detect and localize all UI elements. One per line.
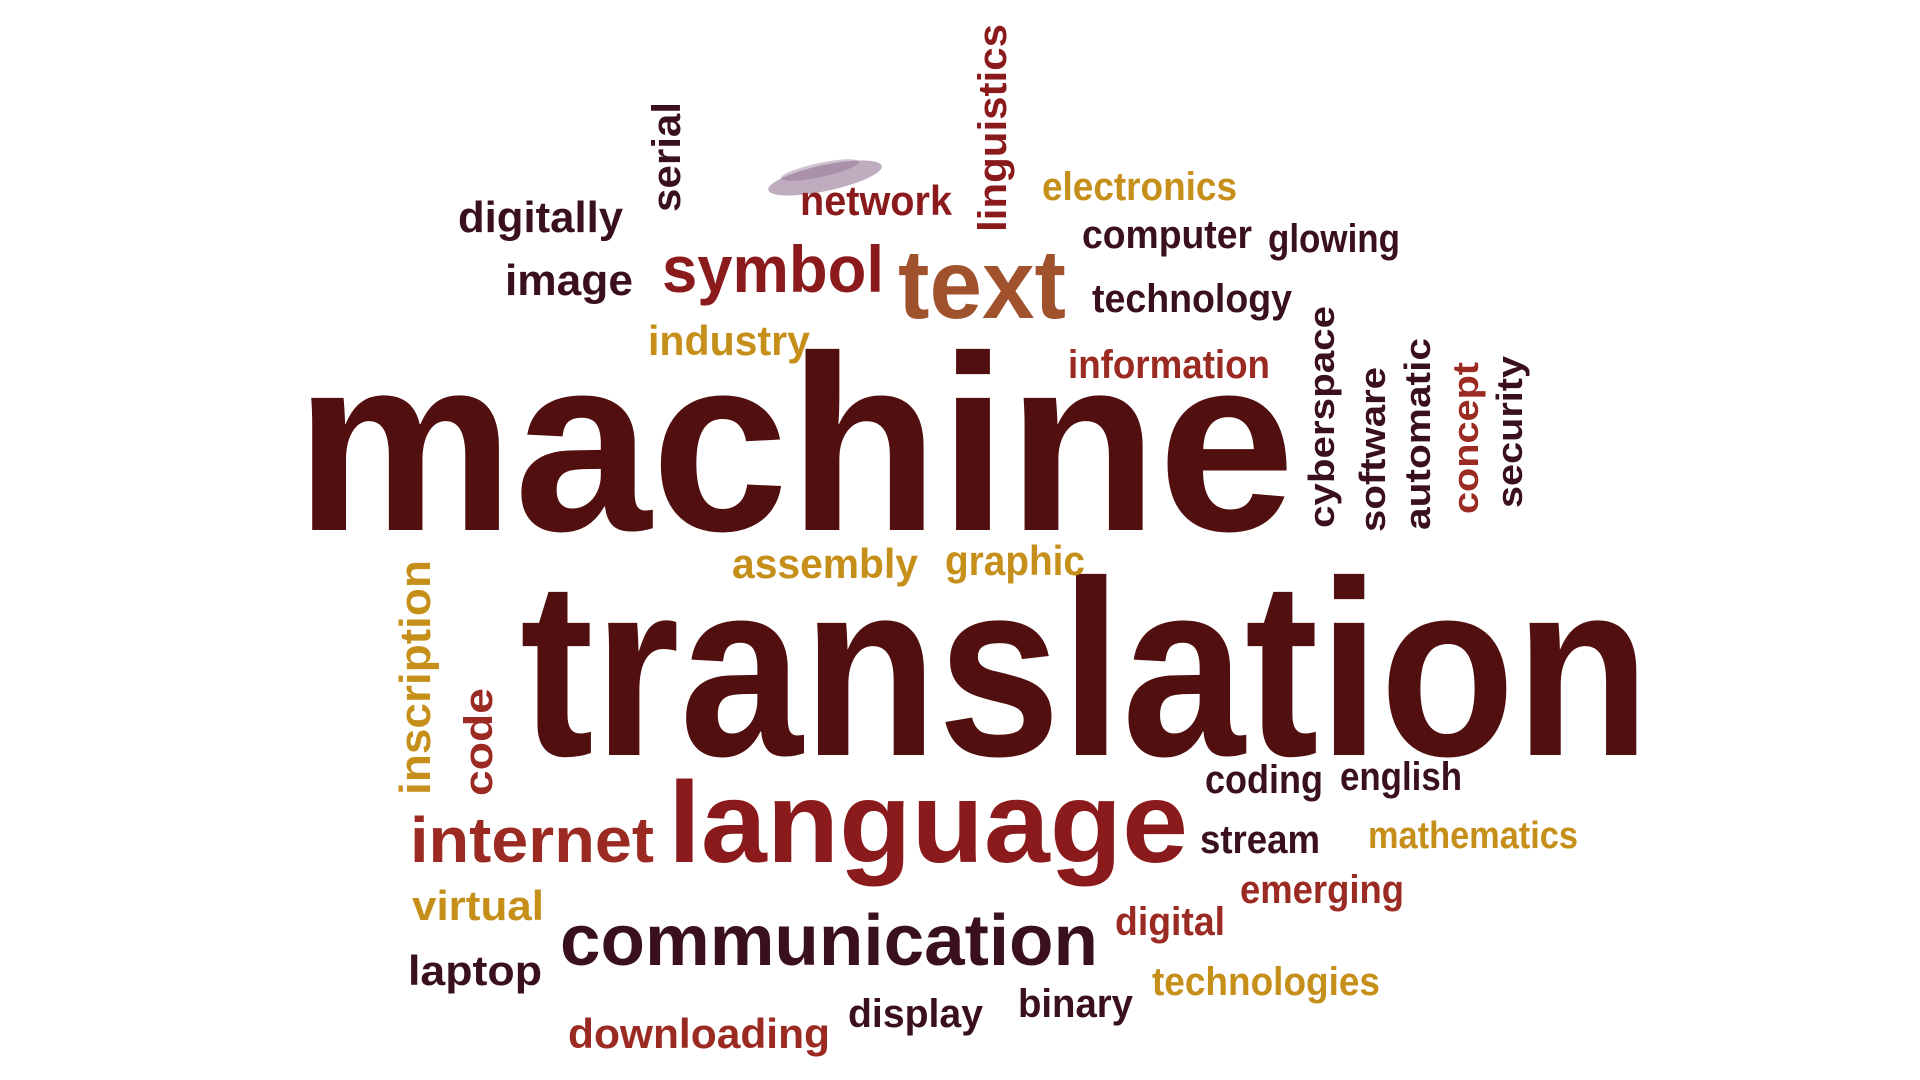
word-machine: machine bbox=[295, 304, 1295, 583]
word-emerging: emerging bbox=[1240, 868, 1404, 912]
word-cyberspace: cyberspace bbox=[1301, 306, 1342, 528]
word-information: information bbox=[1068, 343, 1270, 387]
word-mathematics: mathematics bbox=[1368, 815, 1578, 857]
word-communication: communication bbox=[560, 901, 1098, 981]
word-coding: coding bbox=[1205, 758, 1323, 802]
word-serial: serial bbox=[645, 102, 689, 212]
word-virtual: virtual bbox=[412, 882, 544, 929]
word-language: language bbox=[668, 759, 1188, 887]
word-translation: translation bbox=[520, 529, 1650, 808]
word-concept: concept bbox=[1445, 362, 1486, 514]
word-automatic: automatic bbox=[1397, 338, 1438, 530]
word-security: security bbox=[1489, 356, 1530, 508]
word-display: display bbox=[848, 992, 984, 1036]
word-network: network bbox=[800, 177, 953, 224]
word-electronics: electronics bbox=[1042, 165, 1237, 209]
word-digital: digital bbox=[1115, 900, 1225, 944]
word-technology: technology bbox=[1092, 277, 1293, 321]
word-image: image bbox=[505, 256, 633, 305]
word-industry: industry bbox=[648, 317, 811, 364]
word-inscription: inscription bbox=[391, 560, 440, 795]
word-binary: binary bbox=[1018, 982, 1134, 1026]
word-linguistics: linguistics bbox=[971, 24, 1015, 232]
word-software: software bbox=[1352, 367, 1393, 532]
word-graphic: graphic bbox=[945, 537, 1085, 584]
motion-blur-mark bbox=[768, 159, 882, 196]
word-computer: computer bbox=[1082, 213, 1252, 257]
word-glowing: glowing bbox=[1268, 217, 1400, 261]
word-text: text bbox=[898, 229, 1066, 339]
word-code: code bbox=[457, 688, 501, 796]
word-digitally: digitally bbox=[458, 193, 624, 242]
word-laptop: laptop bbox=[408, 947, 542, 994]
word-stream: stream bbox=[1200, 818, 1320, 862]
word-technologies: technologies bbox=[1152, 960, 1380, 1004]
word-downloading: downloading bbox=[568, 1010, 830, 1057]
word-assembly: assembly bbox=[732, 540, 919, 587]
word-internet: internet bbox=[410, 804, 654, 876]
word-symbol: symbol bbox=[662, 232, 884, 306]
word-english: english bbox=[1340, 755, 1462, 799]
